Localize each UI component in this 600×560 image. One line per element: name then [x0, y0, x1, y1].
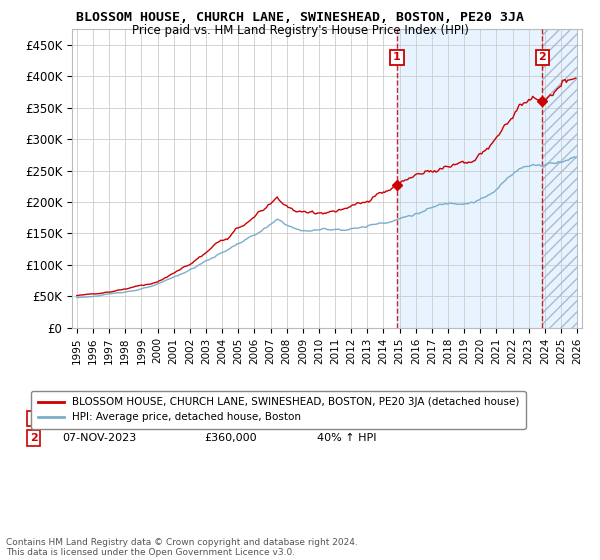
Text: 2: 2 [30, 433, 38, 443]
Text: 07-NOV-2023: 07-NOV-2023 [62, 433, 136, 443]
Text: Contains HM Land Registry data © Crown copyright and database right 2024.
This d: Contains HM Land Registry data © Crown c… [6, 538, 358, 557]
Text: 1: 1 [393, 53, 401, 62]
Bar [397, 29, 577, 328]
Text: 2: 2 [538, 53, 546, 62]
Text: 26-NOV-2014: 26-NOV-2014 [62, 414, 136, 423]
Text: £227,000: £227,000 [205, 414, 257, 423]
Text: 1: 1 [30, 414, 38, 423]
Text: BLOSSOM HOUSE, CHURCH LANE, SWINESHEAD, BOSTON, PE20 3JA: BLOSSOM HOUSE, CHURCH LANE, SWINESHEAD, … [76, 11, 524, 24]
Legend: BLOSSOM HOUSE, CHURCH LANE, SWINESHEAD, BOSTON, PE20 3JA (detached house), HPI: : BLOSSOM HOUSE, CHURCH LANE, SWINESHEAD, … [31, 391, 526, 429]
Text: 40% ↑ HPI: 40% ↑ HPI [317, 433, 376, 443]
Bar [542, 29, 577, 328]
Text: 32% ↑ HPI: 32% ↑ HPI [317, 414, 376, 423]
Text: Price paid vs. HM Land Registry's House Price Index (HPI): Price paid vs. HM Land Registry's House … [131, 24, 469, 36]
Text: £360,000: £360,000 [205, 433, 257, 443]
